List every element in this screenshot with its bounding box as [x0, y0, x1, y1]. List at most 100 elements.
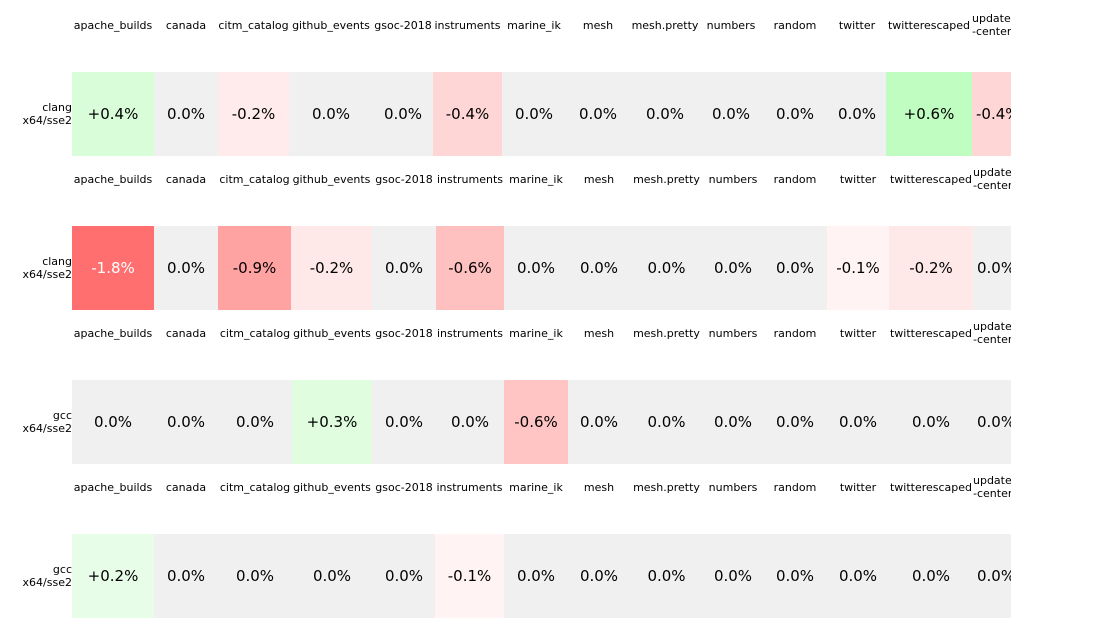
column-header: mesh: [583, 480, 615, 494]
row-label-line: x64/sse2: [22, 114, 72, 127]
column-header: github_events: [292, 172, 371, 186]
heatmap-cell: 0.0%: [973, 226, 1011, 310]
column-header: mesh: [582, 18, 614, 32]
column-header: twitterescaped: [889, 172, 973, 186]
heatmap-cell: -0.2%: [218, 72, 289, 156]
heatmap-grid: apache_builds +0.2% canada 0.0% citm_catalog…: [0, 470, 1011, 624]
column-header: twitterescaped: [889, 326, 973, 340]
column-header: numbers: [708, 326, 758, 340]
column-header: mesh.pretty: [631, 18, 699, 32]
column-header: gsoc-2018: [375, 480, 433, 494]
column-header: mesh.pretty: [633, 326, 700, 340]
column-header: github_events: [293, 326, 371, 340]
column-header: github_events: [293, 480, 371, 494]
heatmap-cell: 0.0%: [763, 226, 827, 310]
heatmap-cell: 0.0%: [703, 226, 763, 310]
column-header: instruments: [434, 18, 501, 32]
column-header: twitterescaped: [889, 480, 973, 494]
column-header: apache_builds: [73, 326, 153, 340]
column-header: mesh.pretty: [633, 480, 700, 494]
heatmap-grid: apache_builds +0.4% canada 0.0% citm_catalog…: [0, 8, 1011, 162]
column-header: citm_catalog: [219, 480, 291, 494]
heatmap-cell: 0.0%: [568, 380, 630, 464]
heatmap-cell: 0.0%: [763, 380, 827, 464]
row-label-line: clang: [42, 101, 72, 114]
heatmap-cell: 0.0%: [630, 72, 700, 156]
column-header: mesh.pretty: [633, 172, 700, 186]
heatmap-cell: 0.0%: [154, 380, 218, 464]
column-header: update-center: [973, 166, 1011, 192]
heatmap-cell: -0.2%: [889, 226, 973, 310]
heatmap-cell: 0.0%: [372, 226, 436, 310]
column-header: mesh: [583, 172, 615, 186]
column-header: twitter: [838, 18, 876, 32]
column-header: random: [773, 18, 817, 32]
column-header: canada: [165, 480, 207, 494]
heatmap-cell: 0.0%: [827, 380, 889, 464]
heatmap-cell: 0.0%: [630, 380, 703, 464]
column-header: instruments: [436, 480, 503, 494]
heatmap-cell: 0.0%: [72, 380, 154, 464]
column-header: citm_catalog: [219, 172, 290, 186]
column-header: marine_ik: [509, 480, 563, 494]
heatmap-cell: -0.1%: [435, 534, 504, 618]
column-header: twitter: [839, 172, 877, 186]
column-header: instruments: [436, 326, 504, 340]
heatmap-cell: -1.8%: [72, 226, 154, 310]
heatmap-cell: 0.0%: [502, 72, 566, 156]
column-header: numbers: [706, 18, 756, 32]
heatmap-cell: 0.0%: [372, 534, 436, 618]
heatmap-cell: +0.6%: [886, 72, 972, 156]
heatmap-cell: 0.0%: [218, 380, 292, 464]
heatmap-panel: clang x64/sse2 apache_builds -1.8% canada 0.0…: [0, 162, 1100, 316]
column-header: marine_ik: [509, 326, 563, 340]
heatmap-cell: +0.3%: [292, 380, 372, 464]
heatmap-grid: apache_builds 0.0% canada 0.0% citm_catalog 0…: [0, 316, 1011, 470]
heatmap-cell: 0.0%: [504, 226, 568, 310]
row-label-line: x64/sse2: [22, 576, 72, 589]
heatmap-cell: -0.2%: [291, 226, 372, 310]
column-header: gsoc-2018: [375, 172, 433, 186]
column-header: instruments: [436, 172, 504, 186]
heatmap-panel: clang x64/sse2 apache_builds +0.4% canada 0.0…: [0, 8, 1100, 162]
column-header: canada: [165, 18, 207, 32]
column-header: apache_builds: [73, 172, 153, 186]
heatmap-cell: 0.0%: [700, 72, 762, 156]
column-header: github_events: [292, 18, 370, 32]
column-header: gsoc-2018: [375, 326, 433, 340]
heatmap-cell: 0.0%: [630, 226, 703, 310]
row-label: gcc x64/sse2: [0, 380, 72, 464]
column-header: marine_ik: [507, 18, 561, 32]
heatmap-cell: 0.0%: [154, 72, 218, 156]
heatmap-cell: -0.1%: [827, 226, 889, 310]
column-header: update-center: [973, 320, 1011, 346]
heatmap-cell: 0.0%: [292, 534, 372, 618]
heatmap-cell: -0.9%: [218, 226, 291, 310]
heatmap-cell: +0.2%: [72, 534, 154, 618]
heatmap-cell: 0.0%: [973, 380, 1011, 464]
heatmap-cell: 0.0%: [154, 226, 218, 310]
row-label-line: clang: [42, 255, 72, 268]
column-header: marine_ik: [509, 172, 563, 186]
heatmap-cell: -0.6%: [504, 380, 568, 464]
column-header: random: [773, 326, 817, 340]
heatmap-cell: 0.0%: [973, 534, 1011, 618]
heatmap-cell: 0.0%: [436, 380, 504, 464]
heatmap-cell: 0.0%: [827, 534, 889, 618]
column-header: apache_builds: [73, 480, 153, 494]
heatmap-cell: 0.0%: [154, 534, 218, 618]
column-header: apache_builds: [73, 18, 153, 32]
row-label-line: x64/sse2: [22, 268, 72, 281]
column-header: citm_catalog: [218, 18, 289, 32]
heatmap-cell: 0.0%: [630, 534, 703, 618]
heatmap-cell: 0.0%: [568, 226, 630, 310]
column-header: mesh: [583, 326, 615, 340]
heatmap-grid: apache_builds -1.8% canada 0.0% citm_catalog…: [0, 162, 1011, 316]
heatmap-cell: 0.0%: [372, 380, 436, 464]
column-header: canada: [165, 172, 207, 186]
heatmap-cell: 0.0%: [889, 380, 973, 464]
row-label: clang x64/sse2: [0, 72, 72, 156]
heatmap-cell: +0.4%: [72, 72, 154, 156]
column-header: canada: [165, 326, 207, 340]
